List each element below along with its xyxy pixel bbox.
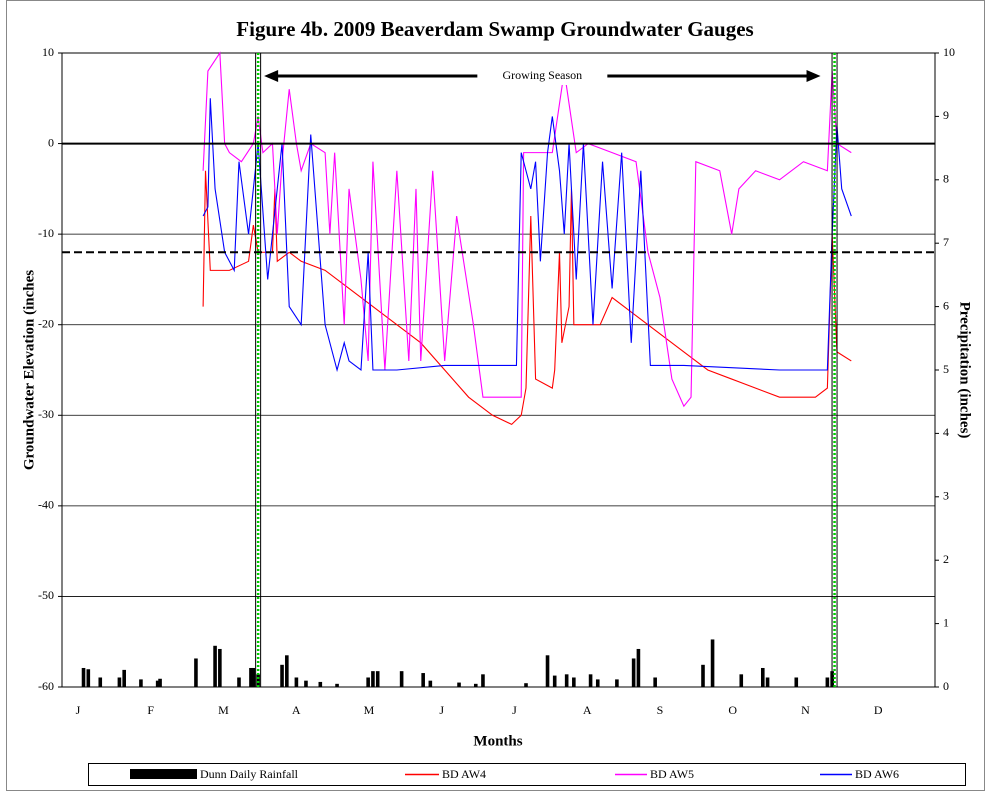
rain-bar (428, 680, 433, 687)
rain-bar (399, 671, 404, 687)
y2-tick-label: 3 (943, 489, 949, 503)
rain-bar (595, 679, 600, 687)
rain-bar (825, 677, 830, 687)
rain-bar (155, 680, 160, 687)
rain-bar (218, 648, 222, 687)
legend-label: BD AW6 (855, 767, 899, 781)
x-axis-label: Months (473, 733, 522, 749)
rain-bar (760, 667, 765, 687)
rain-bar (481, 674, 485, 687)
rain-bar (524, 683, 528, 687)
rain-bar (701, 664, 705, 687)
rain-bar (552, 675, 557, 687)
y-tick-label: -50 (38, 588, 54, 602)
x-tick-label: S (657, 703, 664, 717)
x-tick-label: F (147, 703, 154, 717)
rain-bar (117, 677, 122, 687)
x-tick-label: M (364, 703, 375, 717)
arrow-head (264, 70, 279, 82)
y-tick-label: -20 (38, 316, 54, 330)
rain-bar (251, 667, 256, 687)
rain-bar (318, 681, 323, 687)
series-line (202, 170, 852, 426)
rain-bar (256, 674, 260, 687)
rain-bar (304, 680, 308, 687)
y-tick-label: 10 (42, 45, 54, 59)
y-tick-label: -30 (38, 407, 54, 421)
legend-label: BD AW4 (442, 767, 486, 781)
rain-bar (285, 655, 289, 687)
x-tick-label: D (874, 703, 883, 717)
rain-bar (710, 639, 715, 687)
chart-frame (6, 0, 985, 791)
legend-box (88, 763, 966, 786)
rain-bar (636, 648, 641, 687)
series-line (202, 98, 852, 373)
x-tick-label: N (801, 703, 810, 717)
rain-bar (371, 671, 375, 687)
legend-swatch (130, 769, 197, 779)
rain-bar (294, 677, 299, 687)
x-tick-label: O (728, 703, 737, 717)
arrow-head (806, 70, 821, 82)
annotation: Growing Season (502, 68, 582, 82)
rain-bar (335, 683, 339, 687)
y2-tick-label: 10 (943, 45, 955, 59)
rain-bar (139, 679, 143, 687)
y2-tick-label: 2 (943, 552, 949, 566)
legend-label: Dunn Daily Rainfall (200, 767, 299, 781)
rain-bar (545, 655, 550, 687)
rain-bar (158, 678, 162, 687)
annotation-bg (477, 67, 608, 85)
x-tick-label: J (512, 703, 517, 717)
plot-area (61, 52, 936, 688)
rain-bar (473, 683, 478, 687)
y2-tick-label: 5 (943, 362, 949, 376)
rain-bar (194, 658, 198, 687)
y2-tick-label: 6 (943, 298, 949, 312)
y-tick-label: -40 (38, 498, 54, 512)
y-tick-label: -10 (38, 226, 54, 240)
y-axis-label: Groundwater Elevation (inches (21, 270, 37, 470)
y-tick-label: -60 (38, 679, 54, 693)
rain-bar (81, 667, 86, 687)
rain-bar (457, 682, 461, 687)
rain-bar (794, 677, 799, 687)
rain-bar (588, 674, 593, 687)
y2-tick-label: 4 (943, 425, 949, 439)
chart-title: Figure 4b. 2009 Beaverdam Swamp Groundwa… (236, 17, 753, 41)
rain-bar (122, 669, 126, 687)
rain-bar (653, 677, 657, 687)
x-tick-label: A (583, 703, 592, 717)
x-tick-label: J (76, 703, 81, 717)
rain-bar (366, 677, 370, 687)
x-tick-label: A (292, 703, 301, 717)
rain-bar (739, 674, 744, 687)
rain-bar (237, 677, 241, 687)
rain-bar (572, 677, 576, 687)
x-tick-label: M (218, 703, 229, 717)
rain-bar (213, 645, 217, 687)
rain-bar (564, 674, 569, 687)
x-tick-label: J (439, 703, 444, 717)
y2-tick-label: 9 (943, 108, 949, 122)
y2-tick-label: 8 (943, 172, 949, 186)
rain-bar (98, 677, 103, 687)
rain-bar (249, 667, 253, 687)
rain-bar (375, 671, 380, 687)
y2-tick-label: 1 (943, 615, 949, 629)
legend-label: BD AW5 (650, 767, 694, 781)
y2-axis-label: Precipitation (inches) (957, 302, 973, 439)
rain-bar (615, 679, 619, 687)
rain-bar (86, 669, 91, 687)
rain-bar (765, 677, 770, 687)
y-tick-label: 0 (48, 135, 54, 149)
rain-bar (280, 664, 284, 687)
rain-bar (421, 673, 425, 687)
rain-bar (631, 658, 636, 687)
y2-tick-label: 7 (943, 235, 949, 249)
y2-tick-label: 0 (943, 679, 949, 693)
